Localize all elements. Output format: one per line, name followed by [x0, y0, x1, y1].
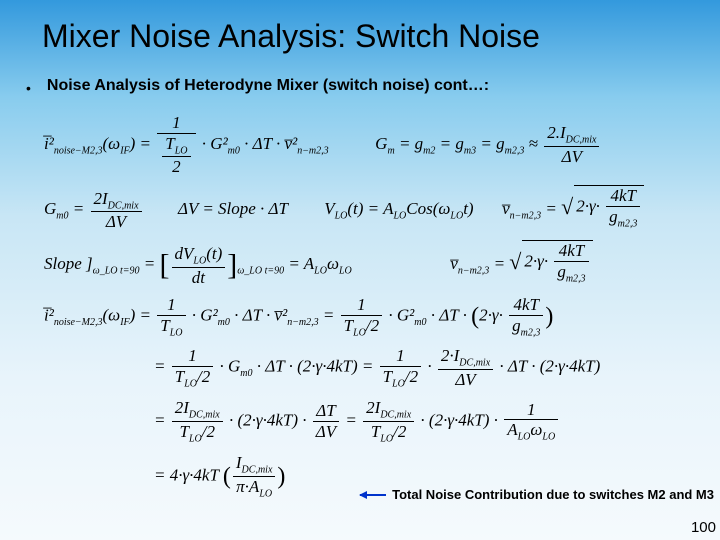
eq-line-3: Gm0 = 2IDC,mixΔV ΔV = Slope · ΔT VLO(t) …	[44, 185, 692, 232]
slide-title: Mixer Noise Analysis: Switch Noise	[0, 0, 720, 55]
eq-line-7: = 2IDC,mixTLO/2 · (2·γ·4kT) · ΔTΔV = 2ID…	[44, 398, 692, 445]
bullet-dot: •	[26, 77, 47, 99]
page-number: 100	[691, 519, 716, 536]
eq-line-5: i̅²noise−M2,3(ωIF) = 1TLO · G²m0 · ΔT · …	[44, 295, 692, 338]
arrow-icon	[360, 494, 386, 496]
eq-line-1: i̅²noise−M2,3(ωIF) = 1TLO2 · G²m0 · ΔT ·…	[44, 113, 692, 177]
annotation: Total Noise Contribution due to switches…	[360, 487, 714, 502]
annotation-text: Total Noise Contribution due to switches…	[392, 487, 714, 502]
bullet-row: • Noise Analysis of Heterodyne Mixer (sw…	[0, 55, 720, 99]
bullet-text: Noise Analysis of Heterodyne Mixer (swit…	[47, 77, 489, 95]
equations: i̅²noise−M2,3(ωIF) = 1TLO2 · G²m0 · ΔT ·…	[0, 99, 720, 499]
eq-line-6: = 1TLO/2 · Gm0 · ΔT · (2·γ·4kT) = 1TLO/2…	[44, 346, 692, 389]
eq-line-4: Slope ]ω_LO t=90 = [dVLO(t)dt]ω_LO t=90 …	[44, 240, 692, 287]
